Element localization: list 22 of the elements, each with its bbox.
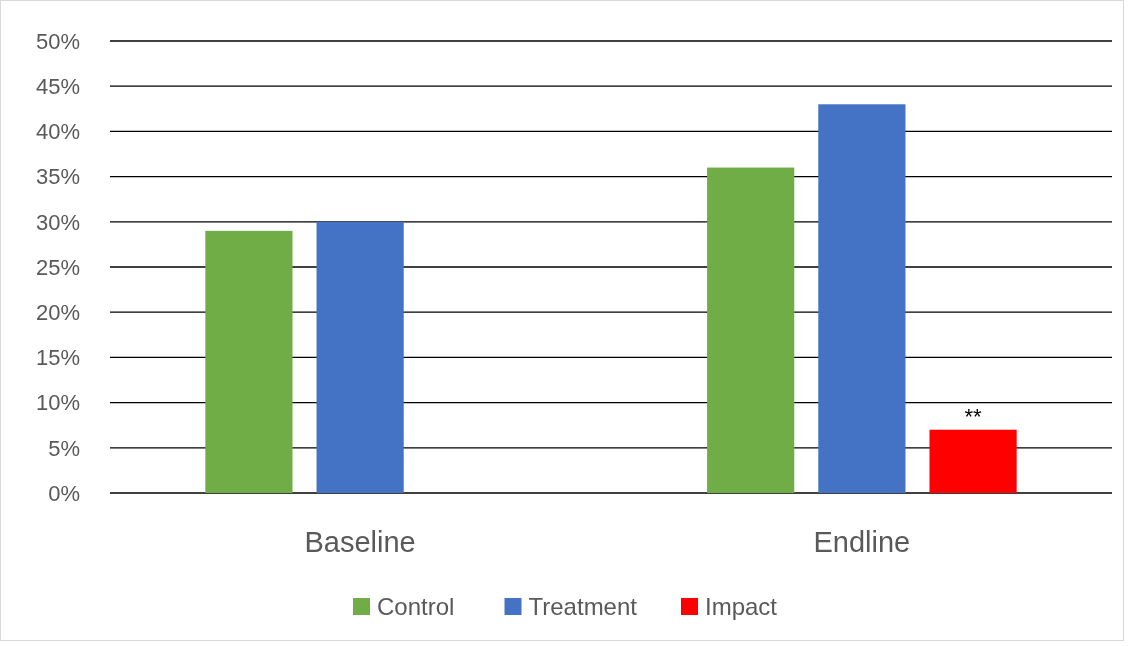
legend-label: Impact: [705, 593, 778, 621]
bar: [818, 104, 906, 493]
legend-label: Control: [377, 593, 455, 621]
x-tick-label: Baseline: [304, 526, 416, 558]
bar: [316, 221, 404, 493]
y-tick-label: 50%: [35, 28, 80, 54]
y-tick-label: 10%: [35, 390, 80, 416]
bar: [929, 429, 1017, 493]
y-tick-label: 25%: [35, 254, 80, 280]
y-tick-label: 35%: [35, 164, 80, 190]
x-tick-label: Endline: [813, 526, 911, 558]
y-tick-label: 15%: [35, 345, 80, 371]
y-tick-label: 30%: [35, 209, 80, 235]
y-tick-label: 20%: [35, 299, 80, 325]
bar: [205, 230, 293, 493]
annotation: **: [964, 403, 983, 429]
y-tick-label: 40%: [35, 119, 80, 145]
legend-label: Treatment: [528, 593, 638, 621]
bar: [707, 167, 795, 493]
y-tick-label: 5%: [48, 435, 80, 461]
y-tick-label: 45%: [35, 73, 80, 99]
y-tick-label: 0%: [48, 480, 80, 506]
